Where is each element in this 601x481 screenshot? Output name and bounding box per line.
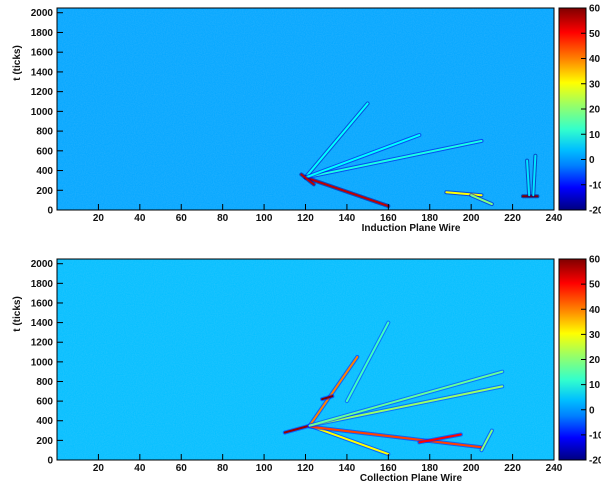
colorbar-tick-label: 40 bbox=[589, 305, 601, 316]
y-tick-label: 1000 bbox=[31, 357, 54, 368]
colorbar-tick-label: 10 bbox=[589, 130, 601, 141]
y-axis-title: t (ticks) bbox=[12, 45, 23, 81]
y-tick-label: 800 bbox=[36, 127, 53, 138]
noise-texture bbox=[57, 259, 554, 460]
x-tick-label: 120 bbox=[297, 213, 314, 224]
y-tick-label: 1800 bbox=[31, 279, 54, 290]
y-tick-label: 2000 bbox=[31, 259, 54, 270]
colorbar-tick-label: 30 bbox=[589, 79, 601, 90]
track bbox=[308, 385, 504, 427]
x-tick-label: 100 bbox=[256, 213, 273, 224]
y-tick-label: 200 bbox=[36, 436, 53, 447]
x-tick-label: 240 bbox=[546, 213, 563, 224]
y-tick-label: 400 bbox=[36, 416, 53, 427]
colorbar-tick-label: -10 bbox=[589, 430, 601, 441]
x-tick-label: 100 bbox=[256, 463, 273, 474]
track-layer bbox=[299, 101, 540, 209]
y-tick-label: 1200 bbox=[31, 87, 54, 98]
y-tick-label: 1400 bbox=[31, 67, 54, 78]
track bbox=[300, 173, 315, 186]
colorbar-tick-label: 60 bbox=[589, 4, 601, 15]
track bbox=[470, 194, 493, 206]
x-tick-label: 40 bbox=[134, 463, 146, 474]
colorbar-tick-label: 30 bbox=[589, 330, 601, 341]
x-tick-label: 200 bbox=[463, 463, 480, 474]
track bbox=[445, 191, 483, 197]
track bbox=[283, 424, 311, 434]
x-tick-label: 80 bbox=[217, 463, 229, 474]
y-tick-label: 400 bbox=[36, 166, 53, 177]
track bbox=[308, 355, 359, 427]
y-tick-label: 2000 bbox=[31, 8, 54, 19]
colorbar-tick-label: -20 bbox=[589, 456, 601, 467]
x-tick-label: 120 bbox=[297, 463, 314, 474]
colorbar-tick-label: 20 bbox=[589, 355, 601, 366]
x-axis-title: Collection Plane Wire bbox=[360, 473, 463, 481]
y-tick-label: 200 bbox=[36, 186, 53, 197]
track bbox=[480, 429, 493, 452]
x-tick-label: 160 bbox=[380, 463, 397, 474]
colorbar-tick-label: 60 bbox=[589, 255, 601, 266]
track bbox=[304, 134, 421, 179]
track bbox=[532, 154, 537, 197]
track bbox=[321, 395, 334, 401]
y-axis-title: t (ticks) bbox=[12, 296, 23, 332]
x-tick-label: 220 bbox=[504, 213, 521, 224]
y-tick-label: 1400 bbox=[31, 318, 54, 329]
colorbar-tick-label: -20 bbox=[589, 206, 601, 217]
track bbox=[308, 424, 390, 456]
y-tick-label: 0 bbox=[47, 456, 53, 467]
x-tick-label: 220 bbox=[504, 463, 521, 474]
colorbar-tick-label: 40 bbox=[589, 54, 601, 65]
x-tick-label: 240 bbox=[546, 463, 563, 474]
colorbar-tick-label: 10 bbox=[589, 380, 601, 391]
x-tick-label: 20 bbox=[93, 463, 105, 474]
x-tick-label: 160 bbox=[380, 213, 397, 224]
y-tick-label: 1600 bbox=[31, 48, 54, 59]
track bbox=[304, 176, 390, 208]
y-tick-label: 0 bbox=[47, 206, 53, 217]
x-tick-label: 200 bbox=[463, 213, 480, 224]
track bbox=[345, 321, 390, 403]
heatmap-panel-1: 20 40 60 80 100 120 140 160 180 200 220 24002004006… bbox=[12, 4, 601, 235]
colorbar-tick-label: 0 bbox=[589, 405, 595, 416]
colorbar-tick-label: 20 bbox=[589, 105, 601, 116]
track bbox=[308, 425, 483, 449]
colorbar-tick-label: -10 bbox=[589, 180, 601, 191]
heatmap-panel-2: 20 40 60 80 100 120 140 160 180 200 220 24002004006… bbox=[12, 255, 601, 481]
colorbar-tick-label: 50 bbox=[589, 280, 601, 291]
x-axis-title: Induction Plane Wire bbox=[362, 223, 461, 234]
y-tick-label: 600 bbox=[36, 146, 53, 157]
track bbox=[526, 159, 531, 197]
x-tick-label: 140 bbox=[339, 213, 356, 224]
track bbox=[304, 139, 483, 179]
x-tick-label: 40 bbox=[134, 213, 146, 224]
y-tick-label: 1600 bbox=[31, 298, 54, 309]
x-tick-label: 20 bbox=[93, 213, 105, 224]
y-tick-label: 1000 bbox=[31, 107, 54, 118]
y-tick-label: 600 bbox=[36, 397, 53, 408]
track bbox=[418, 433, 462, 444]
x-tick-label: 80 bbox=[217, 213, 229, 224]
y-tick-label: 800 bbox=[36, 377, 53, 388]
x-tick-label: 60 bbox=[176, 463, 188, 474]
track bbox=[308, 370, 504, 427]
x-tick-label: 60 bbox=[176, 213, 188, 224]
y-tick-label: 1200 bbox=[31, 338, 54, 349]
x-tick-label: 180 bbox=[421, 213, 438, 224]
track bbox=[304, 102, 369, 179]
y-tick-label: 1800 bbox=[31, 28, 54, 39]
x-tick-label: 180 bbox=[421, 463, 438, 474]
colorbar-tick-label: 0 bbox=[589, 155, 595, 166]
track-layer bbox=[282, 320, 505, 457]
x-tick-label: 140 bbox=[339, 463, 356, 474]
colorbar-tick-label: 50 bbox=[589, 29, 601, 40]
